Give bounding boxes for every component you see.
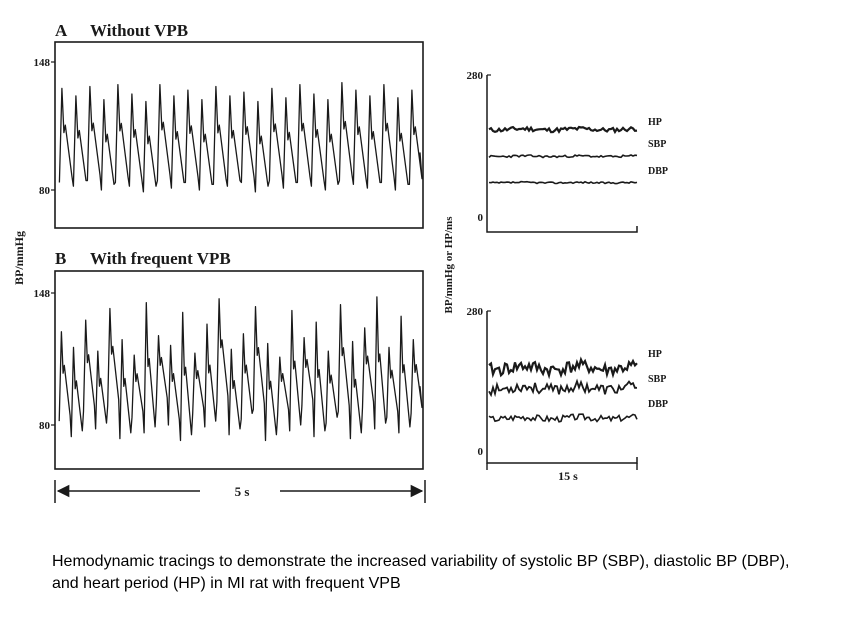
panel-a-letter: A (55, 21, 68, 40)
panel-b: B With frequent VPB 148 80 (34, 249, 424, 470)
left-time-label: 5 s (235, 484, 250, 499)
panel-a-right-ytick-280: 280 (467, 70, 484, 82)
panel-b-right-dbp-trace (488, 413, 638, 423)
panel-b-right-hp-label: HP (648, 349, 662, 360)
panel-a-right-hp-trace (488, 125, 638, 135)
panel-a-right-dbp-trace (488, 180, 638, 185)
panel-b-right-sbp-label: SBP (648, 374, 666, 385)
left-y-axis-label: BP/mmHg (12, 231, 26, 285)
panel-b-frame (54, 270, 424, 470)
panel-a-ytick-148: 148 (34, 57, 51, 69)
panel-b-right-ytick-0: 0 (478, 446, 484, 458)
figure-caption: Hemodynamic tracings to demonstrate the … (52, 553, 790, 592)
panel-b-letter: B (55, 249, 66, 268)
panel-b-right-sbp-trace (488, 378, 638, 398)
right-time-scale: 15 s (486, 463, 638, 483)
panel-b-right-dbp-label: DBP (648, 399, 668, 410)
panel-a: A Without VPB 148 80 (34, 21, 424, 229)
panel-a-right: 280 0 HP SBP DBP (467, 70, 668, 233)
panel-b-ytick-148: 148 (34, 288, 51, 300)
panel-b-right-axes (486, 311, 638, 464)
panel-a-frame (54, 41, 424, 229)
panel-a-bp-trace (58, 82, 423, 193)
panel-a-ytick-80: 80 (39, 185, 51, 197)
panel-b-right-hp-trace (488, 356, 638, 380)
panel-b-title: With frequent VPB (90, 249, 231, 268)
panel-a-right-ytick-0: 0 (478, 212, 484, 224)
panel-b-ytick-80: 80 (39, 420, 51, 432)
panel-a-right-hp-label: HP (648, 117, 662, 128)
panel-a-right-dbp-label: DBP (648, 166, 668, 177)
panel-a-right-sbp-label: SBP (648, 139, 666, 150)
panel-b-bp-trace (58, 296, 423, 442)
panel-a-right-sbp-trace (488, 154, 638, 159)
right-time-label: 15 s (558, 469, 578, 483)
panel-b-right-ytick-280: 280 (467, 306, 484, 318)
right-y-axis-label: BP/mmHg or HP/ms (443, 216, 455, 314)
panel-b-right: 280 0 HP SBP DBP (467, 306, 668, 464)
panel-a-title: Without VPB (90, 21, 188, 40)
left-time-scale: 5 s (54, 480, 426, 503)
panel-a-right-axes (486, 75, 638, 233)
